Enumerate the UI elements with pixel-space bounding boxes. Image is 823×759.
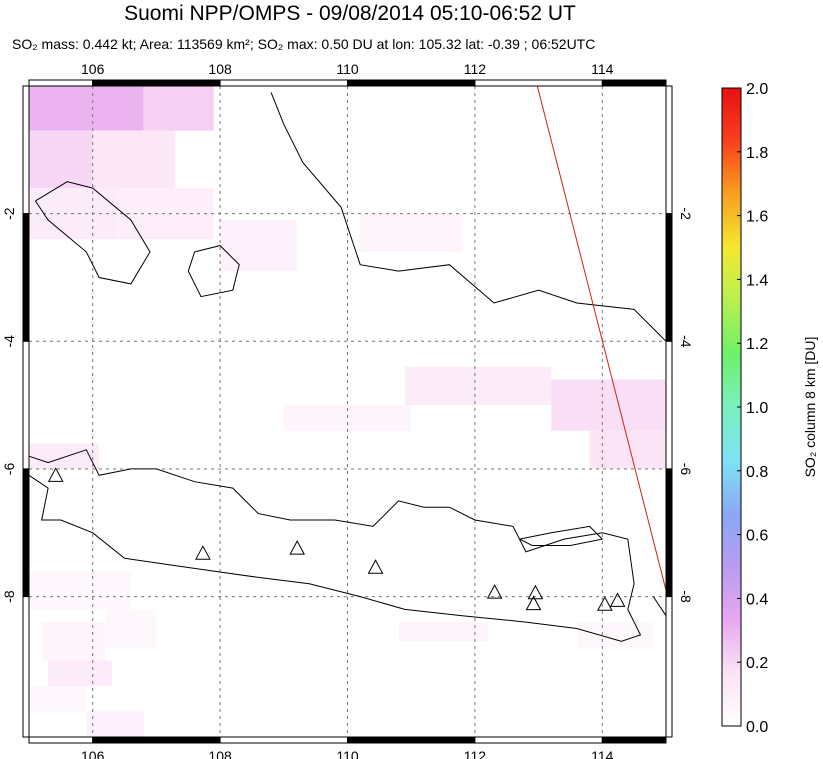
y-tick-label-left: -4	[1, 335, 17, 348]
x-tick-label-top: 114	[591, 61, 614, 77]
so2-cell	[48, 660, 112, 686]
so2-cell	[86, 711, 144, 737]
so2-cell	[105, 609, 157, 648]
frame-bar-right	[665, 85, 673, 215]
frame-bar-left	[22, 213, 30, 342]
colorbar-tick-label: 2.0	[746, 81, 768, 98]
frame-bar-left	[22, 340, 30, 470]
frame-bar-top	[219, 79, 349, 87]
coastline	[270, 92, 667, 342]
y-tick-label-left: -2	[1, 207, 17, 220]
volcano-marker	[195, 545, 211, 560]
colorbar-tick-label: 0.0	[746, 719, 768, 736]
frame-bar-bottom	[92, 736, 221, 744]
so2-cell	[551, 379, 666, 431]
frame-bar-bottom	[601, 736, 667, 744]
colorbar-tick-label: 1.2	[746, 336, 768, 353]
frame-bar-top	[92, 79, 221, 87]
chart-subtitle: SO₂ mass: 0.442 kt; Area: 113569 km²; SO…	[12, 36, 596, 52]
so2-cell	[41, 622, 106, 661]
y-tick-label-right: -8	[678, 590, 694, 603]
colorbar: 0.0 0.2 0.4 0.6 0.8 1.0 1.2 1.4 1.6 1.8 2.0 SO₂ col…	[721, 81, 818, 736]
so2-cell	[398, 622, 488, 642]
frame-bar-left	[22, 596, 30, 738]
chart-title: Suomi NPP/OMPS - 09/08/2014 05:10-06:52 …	[124, 2, 576, 25]
colorbar-tick-label: 0.2	[746, 655, 768, 672]
so2-cell	[29, 130, 93, 189]
frame-bar-top	[347, 79, 476, 87]
x-tick-label-top: 110	[336, 61, 359, 77]
coastline	[519, 525, 604, 546]
volcano-marker	[486, 584, 503, 599]
volcano-marker	[609, 592, 626, 607]
colorbar-tick-label: 0.4	[746, 591, 768, 608]
so2-cell	[360, 213, 463, 252]
frame-bar-right	[665, 340, 673, 470]
frame-bar-top	[601, 79, 667, 87]
frame-bar-bottom	[28, 736, 94, 744]
so2-cell	[92, 130, 176, 189]
colorbar-tick-label: 1.6	[746, 209, 768, 226]
so2-cell	[143, 86, 214, 131]
frame-bar-top	[28, 79, 94, 87]
volcano-marker	[47, 467, 64, 482]
y-tick-label-left: -6	[1, 463, 17, 476]
map-area	[28, 85, 667, 737]
frame-bar-bottom	[347, 736, 476, 744]
so2-cell	[576, 622, 654, 648]
frame-bar-left	[22, 468, 30, 598]
volcano-marker	[527, 584, 544, 600]
axis-labels: 106 106 108 108 110 110 112 112 114 114 -2 -2 -4 -4 -6…	[1, 61, 694, 759]
x-tick-label-bottom: 106	[81, 748, 105, 759]
map-frame	[22, 79, 673, 744]
frame-bar-right	[665, 596, 673, 738]
so2-cell	[404, 366, 552, 406]
y-tick-label-right: -4	[678, 335, 694, 348]
x-tick-label-top: 106	[81, 61, 105, 77]
y-tick-label-right: -6	[678, 463, 694, 476]
y-tick-label-left: -8	[1, 590, 17, 603]
volcano-marker	[525, 595, 542, 611]
frame-bar-bottom	[474, 736, 603, 744]
so2-cell	[220, 220, 297, 272]
colorbar-tick-label: 1.4	[746, 272, 768, 289]
x-tick-label-bottom: 112	[464, 748, 487, 759]
frame-bar-top	[474, 79, 603, 87]
so2-cell	[29, 685, 87, 712]
volcano-marker	[367, 559, 384, 574]
frame-bar-right	[665, 213, 673, 342]
frame-bar-bottom	[219, 736, 349, 744]
so2-cell	[589, 430, 666, 469]
orbit-swath-edge	[536, 85, 667, 591]
colorbar-tick-label: 1.0	[746, 400, 768, 417]
volcano-marker	[289, 540, 306, 555]
y-tick-label-right: -2	[678, 207, 694, 220]
x-tick-label-top: 112	[464, 61, 487, 77]
frame-bar-left	[22, 85, 30, 215]
coastline	[34, 181, 151, 285]
coastline	[28, 449, 642, 642]
frame-bar-right	[665, 468, 673, 598]
colorbar-tick-label: 0.8	[746, 464, 768, 481]
x-tick-label-top: 108	[208, 61, 232, 77]
so2-cell	[29, 571, 131, 610]
x-tick-label-bottom: 110	[336, 748, 359, 759]
x-tick-label-bottom: 114	[591, 748, 614, 759]
so2-cell	[29, 86, 144, 131]
colorbar-tick-label: 0.6	[746, 528, 768, 545]
coastline	[652, 596, 667, 616]
coastline	[187, 245, 240, 298]
x-tick-label-bottom: 108	[208, 748, 232, 759]
colorbar-label: SO₂ column 8 km [DU]	[802, 337, 818, 478]
colorbar-tick-label: 1.8	[746, 145, 768, 162]
so2-cell	[29, 443, 100, 469]
volcano-marker	[597, 596, 613, 611]
